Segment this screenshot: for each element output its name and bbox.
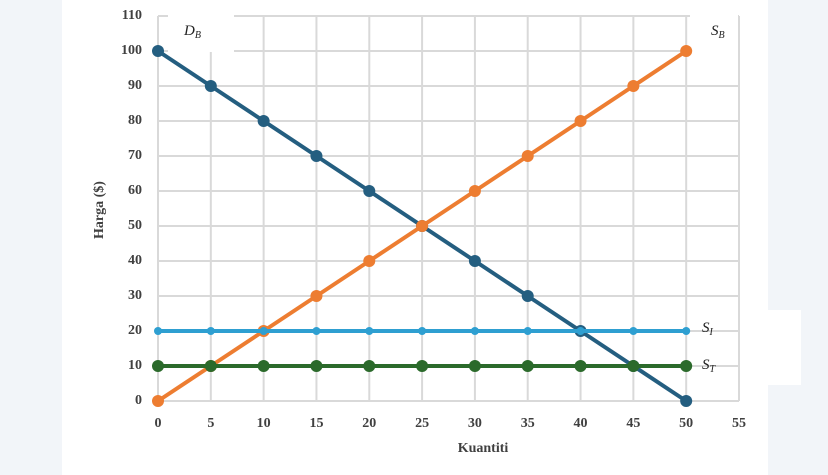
data-point — [152, 45, 164, 57]
y-tick-label: 20 — [128, 323, 142, 338]
series-label: SB — [711, 23, 725, 41]
data-point — [365, 327, 374, 335]
data-point — [416, 220, 429, 232]
x-tick-label: 20 — [362, 416, 376, 431]
data-point — [680, 395, 693, 407]
x-tick-label: 30 — [468, 416, 482, 431]
data-point — [521, 290, 534, 302]
data-point — [576, 327, 585, 335]
data-point — [468, 360, 481, 372]
panel — [62, 0, 768, 475]
y-tick-label: 100 — [121, 43, 142, 58]
data-point — [363, 360, 376, 372]
data-point — [523, 327, 532, 335]
data-point — [682, 327, 691, 335]
series-subscript: T — [710, 364, 717, 375]
data-point — [470, 327, 479, 335]
y-tick-label: 30 — [128, 288, 142, 303]
data-point — [310, 290, 323, 302]
data-point — [204, 360, 217, 372]
data-point — [574, 360, 587, 372]
data-point — [627, 360, 640, 372]
y-tick-label: 80 — [128, 113, 142, 128]
data-point — [468, 185, 481, 197]
data-point — [468, 255, 481, 267]
x-tick-label: 35 — [521, 416, 535, 431]
data-point — [680, 360, 693, 372]
x-tick-label: 25 — [415, 416, 429, 431]
x-tick-label: 0 — [155, 416, 162, 431]
data-point — [154, 327, 162, 335]
y-tick-label: 10 — [128, 358, 142, 373]
x-tick-label: 5 — [207, 416, 214, 431]
series-name: S — [702, 320, 710, 336]
series-subscript: B — [719, 30, 725, 41]
data-point — [312, 327, 321, 335]
data-point — [152, 395, 164, 407]
data-point — [257, 115, 270, 127]
data-point — [521, 150, 534, 162]
y-tick-label: 110 — [122, 8, 142, 23]
data-point — [363, 185, 376, 197]
x-tick-label: 10 — [257, 416, 271, 431]
data-point — [257, 360, 270, 372]
y-tick-label: 60 — [128, 183, 142, 198]
data-point — [204, 80, 217, 92]
data-point — [574, 115, 587, 127]
x-axis-title: Kuantiti — [458, 441, 509, 456]
data-point — [627, 80, 640, 92]
x-tick-label: 40 — [574, 416, 588, 431]
series-subscript: I — [709, 327, 714, 338]
data-point — [629, 327, 638, 335]
y-tick-label: 40 — [128, 253, 142, 268]
data-point — [680, 45, 693, 57]
series-name: D — [183, 23, 195, 39]
y-tick-label: 50 — [128, 218, 142, 233]
data-point — [206, 327, 215, 335]
x-tick-label: 50 — [679, 416, 693, 431]
y-tick-label: 90 — [128, 78, 142, 93]
y-axis-title: Harga ($) — [92, 181, 107, 239]
label-backdrop — [168, 12, 234, 52]
series-label: SI — [702, 320, 714, 338]
series-subscript: B — [195, 30, 201, 41]
data-point — [416, 360, 429, 372]
x-tick-label: 55 — [732, 416, 746, 431]
label-backdrop — [690, 12, 738, 56]
data-point — [152, 360, 164, 372]
series-label: DB — [183, 23, 201, 41]
data-point — [259, 327, 268, 335]
data-point — [418, 327, 427, 335]
label-backdrop — [741, 310, 801, 385]
data-point — [310, 150, 323, 162]
data-point — [310, 360, 323, 372]
series-name: S — [711, 23, 719, 39]
grid — [157, 15, 740, 402]
y-tick-label: 0 — [135, 393, 142, 408]
series-name: S — [702, 357, 710, 373]
series-label: ST — [702, 357, 717, 375]
y-tick-label: 70 — [128, 148, 142, 163]
x-tick-label: 45 — [626, 416, 640, 431]
data-point — [521, 360, 534, 372]
x-tick-label: 15 — [309, 416, 323, 431]
data-point — [363, 255, 376, 267]
